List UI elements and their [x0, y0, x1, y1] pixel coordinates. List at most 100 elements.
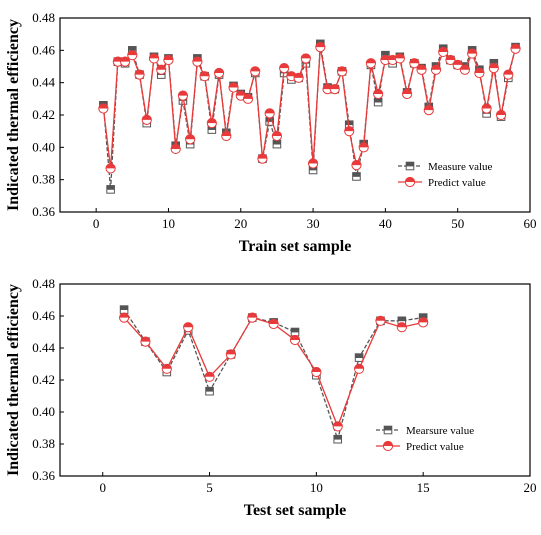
data-point-fill — [162, 364, 172, 369]
data-point-fill — [373, 89, 383, 94]
data-point-fill — [503, 69, 513, 75]
data-point-fill — [98, 103, 108, 109]
data-point-fill — [416, 65, 427, 70]
data-point-fill — [286, 71, 296, 77]
y-tick-label: 0.42 — [32, 372, 55, 387]
data-point-fill — [431, 65, 441, 70]
legend-label: Predict value — [428, 177, 486, 189]
y-tick-label: 0.40 — [32, 139, 55, 154]
data-point-fill — [333, 421, 343, 427]
x-tick-label: 60 — [524, 216, 537, 231]
y-tick-label: 0.40 — [32, 404, 55, 419]
data-point-fill — [344, 126, 354, 132]
data-point-fill — [445, 55, 456, 61]
data-point-fill — [418, 317, 428, 323]
data-point-fill — [291, 328, 299, 333]
data-point-fill — [366, 58, 376, 64]
data-point-fill — [375, 316, 386, 321]
data-point-fill — [308, 158, 318, 164]
data-point-fill — [163, 55, 174, 61]
data-point-fill — [279, 63, 289, 69]
data-point-fill — [149, 53, 159, 59]
data-point-fill — [228, 82, 239, 88]
data-point-fill — [453, 60, 463, 65]
legend-label: Predict value — [406, 441, 464, 453]
data-point-fill — [272, 131, 282, 137]
data-point-fill — [120, 305, 128, 310]
data-point-fill — [205, 387, 214, 392]
data-point-fill — [352, 172, 361, 177]
data-point-fill — [294, 73, 304, 78]
y-axis-title: Indicated thermal efficiency — [5, 284, 22, 476]
data-point-fill — [127, 50, 137, 56]
data-point-fill — [200, 71, 210, 77]
data-point-fill — [330, 84, 340, 90]
legend-label: Mearsure value — [406, 425, 474, 437]
data-point-fill — [156, 65, 166, 70]
data-point-fill — [398, 317, 406, 322]
data-point-fill — [351, 160, 362, 166]
data-point-fill — [482, 103, 492, 109]
data-point-fill — [120, 57, 130, 62]
legend-marker-fill — [383, 441, 393, 446]
x-tick-label: 15 — [417, 480, 430, 495]
data-point-fill — [269, 319, 279, 324]
data-point-fill — [250, 66, 260, 72]
x-tick-label: 5 — [206, 480, 213, 495]
data-point-fill — [214, 68, 224, 73]
x-tick-label: 0 — [93, 216, 100, 231]
legend-marker-fill — [406, 162, 414, 167]
data-point-fill — [226, 349, 236, 355]
data-point-fill — [134, 69, 145, 75]
y-tick-label: 0.38 — [32, 172, 55, 187]
x-tick-label: 0 — [99, 480, 106, 495]
data-point-fill — [140, 337, 151, 342]
y-tick-label: 0.48 — [32, 276, 55, 291]
data-point-fill — [221, 131, 231, 137]
data-point-fill — [510, 44, 521, 49]
data-point-fill — [474, 68, 484, 73]
data-point-fill — [257, 154, 268, 159]
data-point-fill — [142, 115, 152, 120]
data-point-fill — [490, 59, 498, 64]
y-tick-label: 0.44 — [32, 340, 55, 355]
data-point-fill — [419, 313, 427, 318]
legend-marker-fill — [384, 426, 392, 431]
data-point-fill — [460, 65, 470, 70]
x-tick-label: 20 — [234, 216, 247, 231]
data-point-fill — [424, 105, 434, 111]
x-tick-label: 50 — [451, 216, 464, 231]
data-point-fill — [311, 367, 321, 372]
data-point-fill — [337, 66, 347, 72]
data-point-fill — [397, 322, 407, 328]
x-tick-label: 20 — [524, 480, 537, 495]
data-point-fill — [333, 435, 342, 440]
y-tick-label: 0.38 — [32, 436, 55, 451]
series-line — [123, 309, 424, 442]
data-point-fill — [381, 51, 390, 56]
data-point-fill — [301, 53, 311, 59]
data-point-fill — [171, 144, 181, 149]
series-line — [102, 46, 517, 169]
data-point-fill — [236, 91, 246, 96]
data-point-fill — [315, 42, 325, 48]
data-point-fill — [354, 364, 364, 369]
data-point-fill — [119, 313, 129, 318]
data-point-fill — [247, 313, 257, 318]
data-point-fill — [178, 91, 188, 96]
y-tick-label: 0.46 — [32, 308, 55, 323]
data-point-fill — [106, 163, 116, 169]
legend-marker-fill — [405, 177, 415, 182]
data-point-fill — [265, 117, 274, 122]
data-point-fill — [265, 108, 275, 114]
data-point-fill — [243, 94, 253, 99]
y-tick-label: 0.36 — [32, 204, 55, 219]
data-point-fill — [106, 185, 115, 190]
data-point-fill — [496, 110, 506, 115]
data-point-fill — [409, 58, 419, 64]
data-point-fill — [402, 89, 412, 94]
data-point-fill — [359, 142, 369, 148]
x-axis-title: Train set sample — [239, 238, 352, 255]
data-point-fill — [438, 47, 448, 52]
